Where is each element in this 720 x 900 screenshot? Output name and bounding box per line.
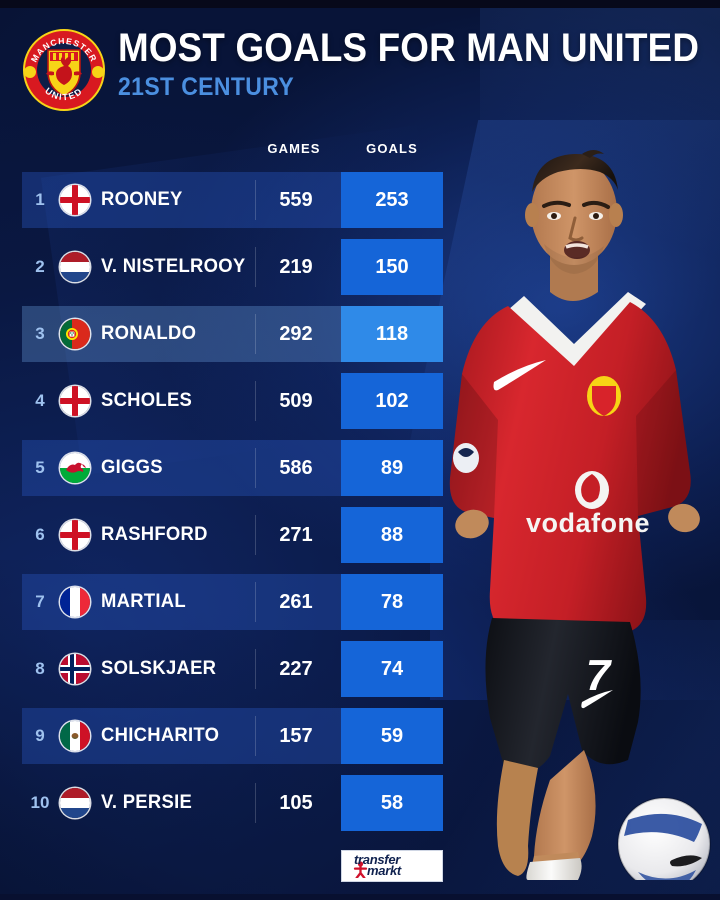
goals-cell-background (341, 373, 443, 429)
flag-mexico-icon (60, 721, 90, 751)
table-row[interactable]: 9 CHICHARITO 157 59 (0, 708, 720, 775)
goals-cell-background (341, 775, 443, 831)
bottom-letterbox-bar (0, 894, 720, 900)
table-row[interactable]: 7 MARTIAL 261 78 (0, 574, 720, 641)
row-games-value: 105 (279, 791, 313, 814)
row-player-name: MARTIAL (101, 591, 186, 612)
goals-cell-background (341, 574, 443, 630)
row-rank: 4 (35, 391, 45, 410)
row-rank: 1 (35, 190, 45, 209)
row-goals-value: 102 (375, 389, 409, 412)
goals-cell-background (341, 507, 443, 563)
goals-cell-background (341, 239, 443, 295)
goals-cell-background (341, 641, 443, 697)
flag-wales-icon (60, 453, 90, 483)
row-games-value: 586 (279, 456, 313, 479)
row-goals-value: 89 (380, 456, 404, 479)
row-player-name: ROONEY (101, 189, 183, 210)
row-goals-value: 58 (380, 791, 404, 814)
table-row[interactable]: 3 RONALDO 292 118 (0, 306, 720, 373)
row-player-name: RONALDO (101, 323, 197, 344)
flag-england-icon (60, 185, 90, 215)
flag-england-icon (60, 520, 90, 550)
table-row[interactable]: 4 SCHOLES 509 102 (0, 373, 720, 440)
row-divider (255, 515, 256, 555)
column-header-games: GAMES (267, 141, 321, 156)
flag-netherlands-icon (60, 788, 90, 818)
row-games-value: 227 (279, 657, 313, 680)
row-games-value: 219 (279, 255, 313, 278)
row-divider (255, 649, 256, 689)
goals-cell-background (341, 440, 443, 496)
page-subtitle: 21ST CENTURY (118, 73, 295, 101)
table-row[interactable]: 5 GIGGS 586 89 (0, 440, 720, 507)
transfermarkt-figure-icon (353, 861, 368, 878)
goals-cell-background (341, 172, 443, 228)
ranking-table: 1 ROONEY 559 253 2 V. NISTELROOY 219 150… (0, 172, 720, 842)
row-goals-value: 78 (380, 590, 404, 613)
row-divider (255, 783, 256, 823)
top-letterbox-bar (0, 0, 720, 8)
row-divider (255, 582, 256, 622)
row-divider (255, 448, 256, 488)
row-games-value: 559 (279, 188, 313, 211)
transfermarkt-logo-line1: transfer (354, 852, 401, 867)
flag-england-icon (60, 386, 90, 416)
row-games-value: 509 (279, 389, 313, 412)
row-goals-value: 74 (380, 657, 404, 680)
row-player-name: SOLSKJAER (101, 658, 217, 679)
row-games-value: 271 (279, 523, 313, 546)
row-player-name: V. NISTELROOY (101, 256, 246, 277)
row-player-name: SCHOLES (101, 390, 193, 411)
table-row[interactable]: 1 ROONEY 559 253 (0, 172, 720, 239)
row-player-name: CHICHARITO (101, 725, 220, 746)
row-games-value: 292 (279, 322, 313, 345)
row-goals-value: 253 (375, 188, 409, 211)
row-player-name: V. PERSIE (101, 792, 193, 813)
row-rank: 3 (35, 324, 45, 343)
row-goals-value: 59 (380, 724, 404, 747)
flag-portugal-icon (60, 319, 90, 349)
row-divider (255, 180, 256, 220)
row-divider (255, 716, 256, 756)
row-divider (255, 381, 256, 421)
row-rank: 2 (35, 257, 45, 276)
row-goals-value: 118 (375, 322, 409, 345)
column-header-goals: GOALS (366, 141, 418, 156)
row-rank: 6 (35, 525, 45, 544)
page-title: MOST GOALS FOR MAN UNITED (118, 26, 700, 70)
header: MANCHESTER UNITED MOST GOALS FOR MAN UNI… (0, 26, 720, 122)
svg-text:vodafone: vodafone (526, 508, 650, 538)
row-rank: 8 (35, 659, 45, 678)
table-row[interactable]: 10 V. PERSIE 105 58 (0, 775, 720, 842)
row-player-name: GIGGS (101, 457, 163, 478)
title-block: MOST GOALS FOR MAN UNITED 21ST CENTURY (118, 26, 720, 102)
flag-netherlands-icon (60, 252, 90, 282)
row-games-value: 261 (279, 590, 313, 613)
row-rank: 10 (30, 793, 50, 812)
row-goals-value: 88 (380, 523, 404, 546)
column-header-row: GAMES GOALS (0, 141, 720, 163)
table-row[interactable]: 2 V. NISTELROOY 219 150 (0, 239, 720, 306)
transfermarkt-logo: transfer markt (341, 850, 443, 882)
table-row[interactable]: 8 SOLSKJAER 227 74 (0, 641, 720, 708)
row-divider (255, 247, 256, 287)
table-row[interactable]: 6 RASHFORD 271 88 (0, 507, 720, 574)
row-rank: 9 (35, 726, 45, 745)
row-player-name: RASHFORD (101, 524, 208, 545)
flag-norway-icon (60, 654, 90, 684)
row-rank: 7 (35, 592, 45, 611)
flag-france-icon (60, 587, 90, 617)
row-rank: 5 (35, 458, 45, 477)
row-divider (255, 314, 256, 354)
goals-cell-background (341, 708, 443, 764)
manchester-united-crest-icon: MANCHESTER UNITED (22, 28, 106, 112)
transfermarkt-logo-line2: markt (367, 863, 401, 878)
goals-cell-background (341, 306, 443, 362)
row-goals-value: 150 (375, 255, 409, 278)
player-photo: vodafone 7 (432, 120, 720, 880)
row-games-value: 157 (279, 724, 313, 747)
